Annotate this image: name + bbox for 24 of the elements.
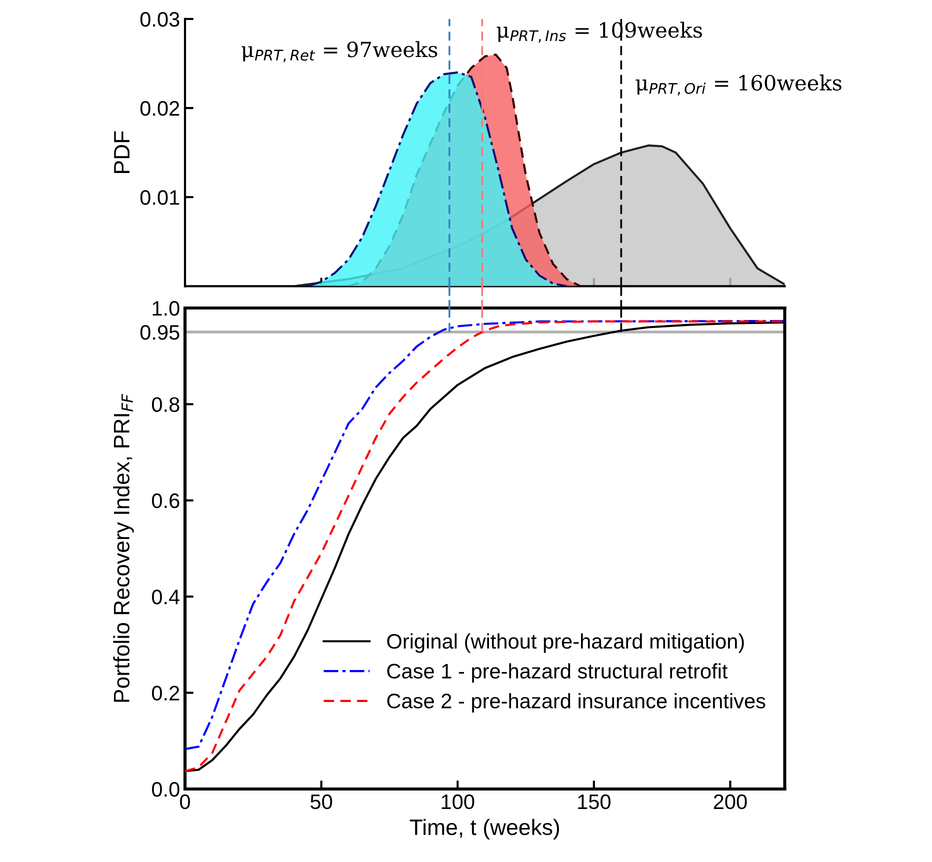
legend-label: Case 2 - pre-hazard insurance incentives	[387, 693, 766, 713]
legend-label: Original (without pre-hazard mitigation)	[387, 633, 744, 653]
ref-line-label: μ$_{PRT,Ins}$ = 109weeks	[496, 22, 702, 43]
x-tick-label: 50	[310, 794, 332, 810]
y-tick-label: 0.8	[152, 397, 180, 412]
y-tick-label: 0.2	[152, 686, 180, 701]
y-tick-label: 0.6	[152, 493, 180, 508]
x-tick-label: 100	[442, 794, 474, 810]
y-tick-label: 0.03	[140, 12, 180, 27]
y-axis-title: Portfolio Recovery Index, PRI$_{FF}$	[113, 394, 134, 702]
ref-line-label: μ$_{PRT,Ret}$ = 97weeks	[242, 41, 438, 62]
y-tick-label: 0.4	[152, 590, 180, 604]
y-tick-label: 0.95	[140, 325, 180, 340]
y-tick-label: 0.01	[140, 190, 180, 205]
x-axis-title: Time, t (weeks)	[410, 818, 560, 840]
ref-line-label: μ$_{PRT,Ori}$ = 160weeks	[636, 74, 842, 96]
legend-label: Case 1 - pre-hazard structural retrofit	[387, 663, 728, 683]
x-tick-label: 200	[714, 794, 747, 810]
y-tick-label: 0.0	[152, 782, 180, 797]
y-tick-label: 1.0	[152, 300, 180, 316]
y-tick-label: 0.02	[140, 101, 180, 116]
y-axis-title: PDF	[114, 131, 130, 173]
x-tick-label: 0	[180, 794, 190, 810]
x-tick-label: 150	[578, 794, 610, 810]
